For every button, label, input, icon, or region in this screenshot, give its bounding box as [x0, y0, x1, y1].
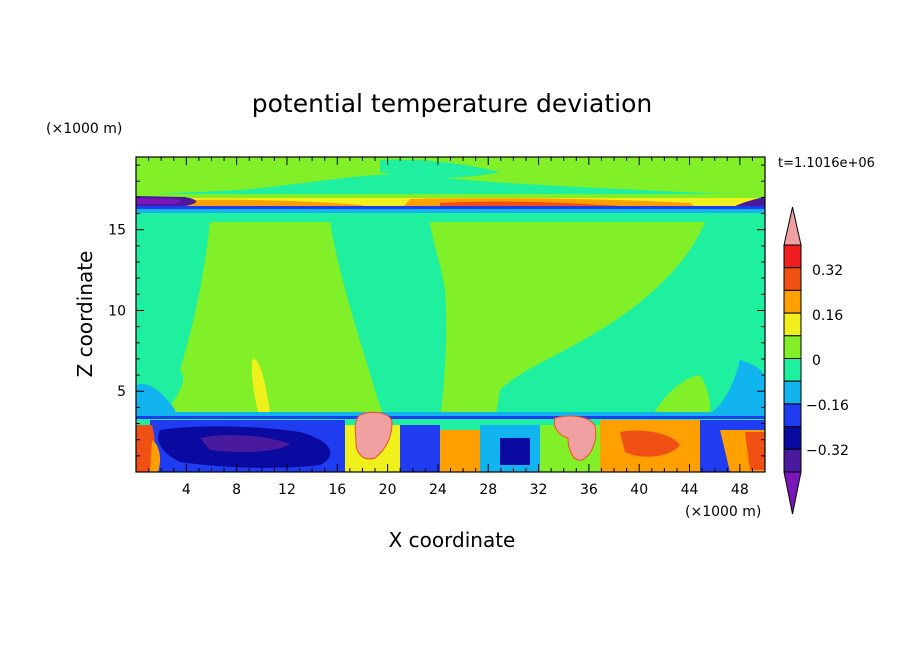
- cyan-west-margin: [136, 384, 175, 418]
- colorbar-label-0: 0.32: [812, 263, 843, 279]
- inversion-cyan: [136, 412, 765, 418]
- bl-mixed-k: [745, 432, 765, 470]
- x-axis-label: X coordinate: [389, 528, 516, 552]
- warm-plume-east: [430, 222, 705, 420]
- warm-plume-west: [160, 222, 385, 420]
- time-label: t=1.1016e+06: [778, 156, 875, 171]
- tropopause-blue: [136, 206, 765, 210]
- y-tick-label: 10: [108, 303, 126, 319]
- bl-orange-west: [150, 440, 160, 472]
- colorbar: [783, 206, 802, 515]
- y-axis-label: Z coordinate: [73, 251, 97, 378]
- upper-green-patch: [380, 159, 500, 178]
- y-axis-ticks: 5 10 15: [108, 164, 765, 457]
- inversion-blue: [136, 416, 765, 419]
- colorbar-box: [783, 448, 802, 473]
- colorbar-bottom-arrow: [783, 471, 802, 515]
- east-lime-tail: [650, 375, 710, 420]
- colorbar-box: [783, 244, 802, 269]
- colorbar-box: [783, 335, 802, 359]
- bl-mixed-e: [500, 438, 530, 465]
- colorbar-label-2: 0: [812, 353, 821, 369]
- bl-warm-edge-west: [136, 425, 155, 472]
- bl-mixed-b: [400, 425, 440, 472]
- colorbar-label-1: 0.16: [812, 308, 843, 324]
- x-tick-label: 32: [530, 482, 548, 498]
- x-unit-label: (×1000 m): [685, 504, 761, 520]
- tropopause-lower-green: [136, 213, 765, 219]
- x-tick-label: 28: [479, 482, 497, 498]
- warm-blob-1: [354, 411, 393, 460]
- y-tick-label: 15: [108, 223, 126, 239]
- cyan-east-margin: [705, 360, 765, 418]
- colorbar-box: [783, 380, 802, 405]
- x-tick-label: 4: [182, 482, 191, 498]
- bl-purple-west: [200, 435, 290, 452]
- bl-mixed-h: [620, 430, 680, 457]
- x-tick-label: 36: [580, 482, 598, 498]
- colorbar-box: [783, 403, 802, 428]
- colorbar-box: [783, 358, 802, 382]
- tropopause-violet-west: [136, 198, 181, 204]
- colorbar-label-4: −0.32: [806, 443, 849, 459]
- x-axis-ticks: 4 8 12 16 20 24 28 32 36 40 44 48: [148, 157, 753, 498]
- colorbar-top-arrow: [783, 206, 802, 246]
- colorbar-box: [783, 312, 802, 337]
- x-tick-label: 12: [278, 482, 296, 498]
- x-tick-label: 44: [681, 482, 699, 498]
- x-tick-label: 24: [429, 482, 447, 498]
- bl-mixed-c: [440, 430, 480, 472]
- x-tick-label: 8: [232, 482, 241, 498]
- contour-field: [136, 157, 765, 472]
- colorbar-box: [783, 426, 802, 450]
- colorbar-labels: 0.32 0.16 0 −0.16 −0.32: [806, 263, 849, 459]
- x-tick-label: 48: [731, 482, 749, 498]
- tropopause-lime: [136, 194, 765, 200]
- y-tick-label: 5: [117, 384, 126, 400]
- colorbar-box: [783, 267, 802, 291]
- x-tick-label: 16: [328, 482, 346, 498]
- colorbar-box: [783, 289, 802, 314]
- x-tick-label: 40: [630, 482, 648, 498]
- warm-blob-2: [553, 415, 597, 461]
- x-tick-label: 20: [379, 482, 397, 498]
- y-unit-label: (×1000 m): [46, 121, 122, 137]
- colorbar-label-3: −0.16: [806, 398, 849, 414]
- tropopause-cyan: [136, 209, 765, 214]
- west-yellow-streak: [251, 358, 270, 412]
- chart-title: potential temperature deviation: [252, 89, 652, 118]
